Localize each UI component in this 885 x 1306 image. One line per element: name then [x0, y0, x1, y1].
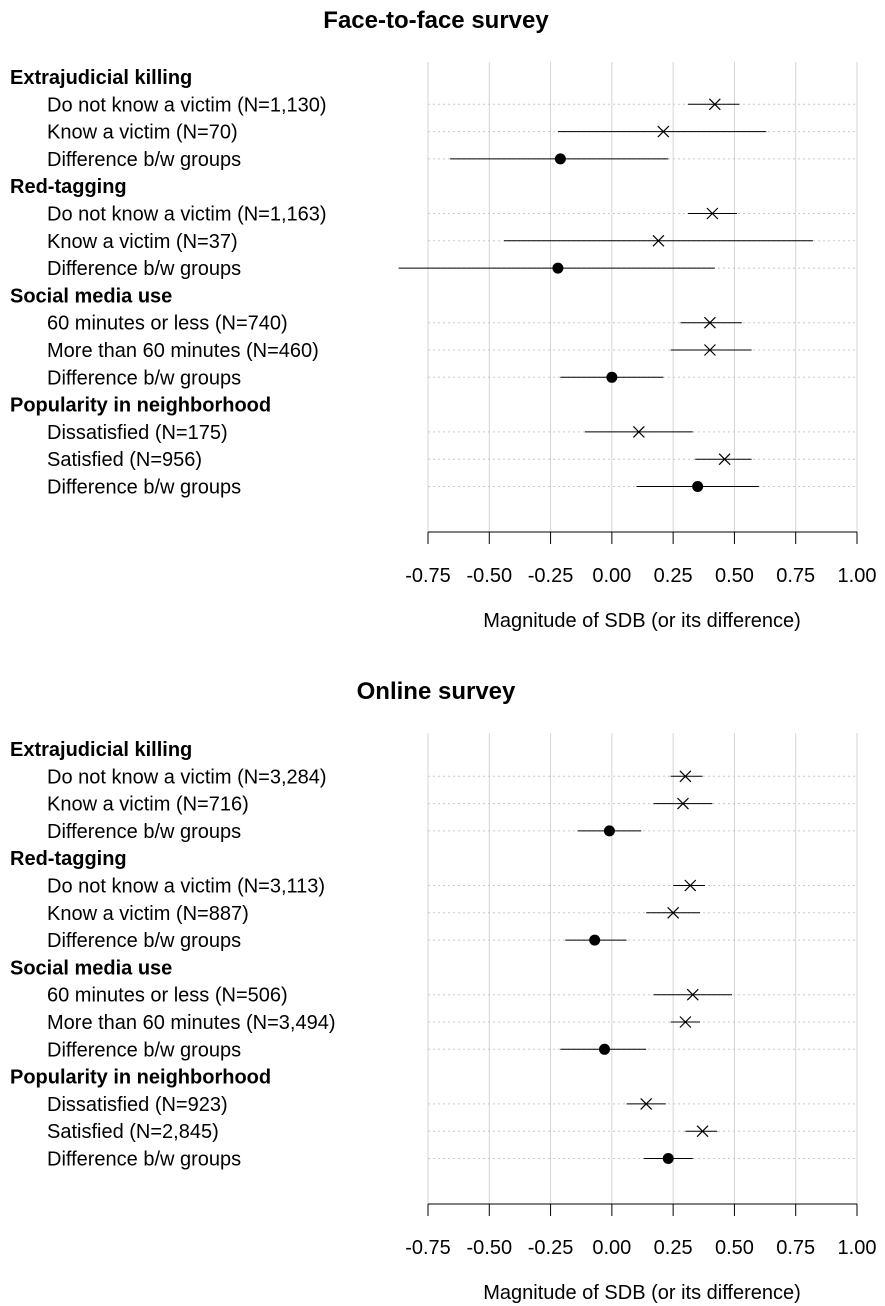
row-label: Difference b/w groups	[47, 367, 241, 389]
estimate-cross-marker	[706, 207, 719, 220]
chart-title: Face-to-face survey	[323, 7, 549, 34]
difference-point	[589, 934, 601, 946]
row-label: Difference b/w groups	[47, 149, 241, 171]
x-tick-label: 1.00	[838, 565, 877, 587]
estimate-cross-marker	[718, 453, 731, 466]
x-tick-label: 0.00	[592, 565, 631, 587]
row-label: Satisfied (N=2,845)	[47, 1121, 219, 1143]
group-heading: Red-tagging	[10, 176, 127, 198]
chart-panel: Online survey Extrajudicial killing Do not…	[10, 678, 876, 1304]
x-tick-label: 0.25	[654, 1237, 693, 1259]
row-label: Know a victim (N=37)	[47, 231, 238, 253]
x-tick-label: -0.75	[405, 1237, 451, 1259]
estimate-cross-marker	[686, 988, 699, 1001]
row-label: More than 60 minutes (N=460)	[47, 340, 319, 362]
difference-point	[554, 153, 566, 165]
x-tick-label: 0.25	[654, 565, 693, 587]
estimate-cross-marker	[679, 1016, 692, 1028]
group-heading: Popularity in neighborhood	[10, 1067, 271, 1089]
x-axis-label: Magnitude of SDB (or its difference)	[483, 1282, 801, 1304]
row-label: Know a victim (N=887)	[47, 903, 249, 925]
group-heading: Social media use	[10, 957, 172, 979]
row-label: 60 minutes or less (N=506)	[47, 985, 288, 1007]
x-tick-label: 0.75	[776, 565, 815, 587]
row-label: Satisfied (N=956)	[47, 449, 202, 471]
x-tick-label: -0.75	[405, 565, 451, 587]
x-tick-label: 0.75	[776, 1237, 815, 1259]
x-tick-label: -0.25	[528, 565, 574, 587]
difference-point	[552, 262, 564, 274]
x-tick-label: 0.50	[715, 1237, 754, 1259]
row-label: Difference b/w groups	[47, 821, 241, 843]
row-label: Difference b/w groups	[47, 1149, 241, 1171]
chart-title: Online survey	[357, 678, 516, 705]
row-label: More than 60 minutes (N=3,494)	[47, 1012, 336, 1034]
x-tick-label: 0.00	[592, 1237, 631, 1259]
row-label: Do not know a victim (N=3,113)	[47, 876, 325, 898]
chart-panel: Face-to-face survey Extrajudicial killing…	[10, 7, 876, 632]
estimate-cross-marker	[652, 234, 665, 247]
row-label: Difference b/w groups	[47, 258, 241, 280]
estimate-cross-marker	[703, 316, 716, 329]
group-heading: Extrajudicial killing	[10, 67, 192, 89]
estimate-cross-marker	[667, 906, 680, 919]
difference-point	[692, 481, 704, 492]
row-label: Do not know a victim (N=1,163)	[47, 204, 327, 226]
estimate-cross-marker	[640, 1097, 653, 1110]
difference-point	[603, 825, 615, 837]
x-tick-label: -0.50	[466, 1237, 512, 1259]
row-label: Difference b/w groups	[47, 1039, 241, 1061]
group-heading: Social media use	[10, 285, 172, 307]
estimate-cross-marker	[679, 770, 692, 783]
row-label: Know a victim (N=70)	[47, 122, 238, 144]
estimate-cross-marker	[684, 879, 697, 892]
difference-point	[599, 1043, 611, 1055]
x-tick-label: -0.25	[528, 1237, 574, 1259]
row-label: Do not know a victim (N=3,284)	[47, 766, 327, 788]
row-label: Difference b/w groups	[47, 477, 241, 499]
row-label: Difference b/w groups	[47, 930, 241, 952]
group-heading: Extrajudicial killing	[10, 739, 192, 761]
estimate-cross-marker	[696, 1125, 709, 1138]
x-tick-label: -0.50	[466, 565, 512, 587]
difference-point	[662, 1153, 674, 1164]
estimate-cross-marker	[632, 425, 645, 438]
estimate-cross-marker	[677, 797, 689, 810]
estimate-cross-marker	[657, 125, 670, 138]
x-axis-label: Magnitude of SDB (or its difference)	[483, 610, 801, 632]
estimate-cross-marker	[708, 98, 721, 111]
row-label: Dissatisfied (N=923)	[47, 1094, 228, 1116]
row-label: 60 minutes or less (N=740)	[47, 313, 288, 335]
x-tick-label: 1.00	[838, 1237, 877, 1259]
group-heading: Red-tagging	[10, 848, 127, 870]
group-heading: Popularity in neighborhood	[10, 395, 271, 417]
row-label: Know a victim (N=716)	[47, 794, 249, 816]
row-label: Do not know a victim (N=1,130)	[47, 94, 327, 116]
estimate-cross-marker	[703, 344, 716, 356]
difference-point	[606, 371, 618, 383]
x-tick-label: 0.50	[715, 565, 754, 587]
row-label: Dissatisfied (N=175)	[47, 422, 228, 444]
